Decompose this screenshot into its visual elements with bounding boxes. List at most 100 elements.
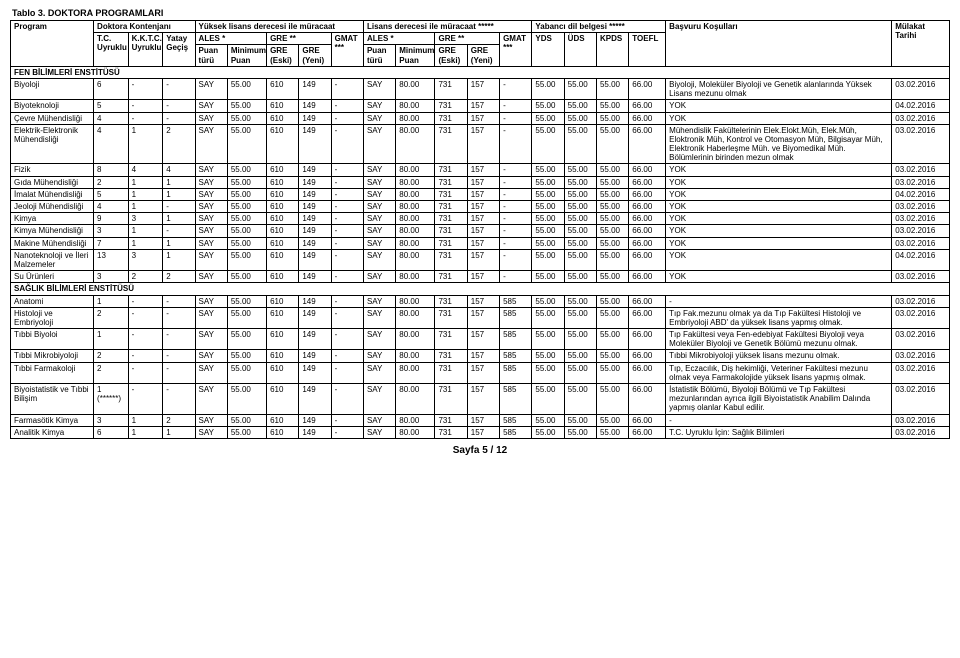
cell-puanturu2: SAY <box>363 100 395 112</box>
cell-minpuan: 55.00 <box>227 249 266 270</box>
cell-gre-eski: 610 <box>267 201 299 213</box>
cell-kpds: 55.00 <box>596 307 628 328</box>
cell-gmat: - <box>331 164 363 176</box>
cell-tarih: 03.02.2016 <box>892 426 950 438</box>
cell-yds: 55.00 <box>532 237 564 249</box>
cell-yds: 55.00 <box>532 295 564 307</box>
cell-program: Kimya Mühendisliği <box>11 225 94 237</box>
cell-yds: 55.00 <box>532 329 564 350</box>
cell-gre-yeni: 149 <box>299 225 331 237</box>
hdr-mulakat: Mülakat Tarihi <box>892 21 950 67</box>
cell-gre-yeni2: 157 <box>467 384 499 415</box>
cell-program: Tıbbi Biyoloi <box>11 329 94 350</box>
cell-tc: 3 <box>94 225 129 237</box>
hdr-greeski2: GRE (Eski) <box>435 45 467 66</box>
cell-kpds: 55.00 <box>596 112 628 124</box>
cell-gmat2: 585 <box>500 329 532 350</box>
cell-gmat2: 585 <box>500 295 532 307</box>
cell-tc: 6 <box>94 426 129 438</box>
cell-program: Biyoteknoloji <box>11 100 94 112</box>
cell-gre-eski: 610 <box>267 249 299 270</box>
cell-gmat: - <box>331 329 363 350</box>
hdr-basvuru: Başvuru Koşulları <box>666 21 892 67</box>
cell-kpds: 55.00 <box>596 176 628 188</box>
cell-puanturu2: SAY <box>363 307 395 328</box>
cell-gmat: - <box>331 176 363 188</box>
cell-gmat: - <box>331 112 363 124</box>
cell-minpuan2: 80.00 <box>396 249 435 270</box>
cell-puanturu2: SAY <box>363 237 395 249</box>
cell-minpuan2: 80.00 <box>396 271 435 283</box>
cell-minpuan: 55.00 <box>227 225 266 237</box>
cell-gre-yeni: 149 <box>299 237 331 249</box>
cell-gre-eski2: 731 <box>435 188 467 200</box>
cell-yatay: 4 <box>163 164 195 176</box>
cell-kpds: 55.00 <box>596 329 628 350</box>
cell-toefl: 66.00 <box>629 384 666 415</box>
cell-gre-yeni2: 157 <box>467 237 499 249</box>
cell-kktc: - <box>128 295 163 307</box>
hdr-toefl: TOEFL <box>629 33 666 67</box>
cell-yatay: 2 <box>163 271 195 283</box>
cell-program: Anatomi <box>11 295 94 307</box>
cell-tarih: 03.02.2016 <box>892 271 950 283</box>
cell-kktc: - <box>128 307 163 328</box>
cell-minpuan: 55.00 <box>227 237 266 249</box>
cell-toefl: 66.00 <box>629 307 666 328</box>
cell-gre-eski: 610 <box>267 112 299 124</box>
cell-uds: 55.00 <box>564 414 596 426</box>
cell-gre-yeni2: 157 <box>467 362 499 383</box>
cell-program: Çevre Mühendisliği <box>11 112 94 124</box>
cell-yatay: 1 <box>163 213 195 225</box>
cell-puanturu: SAY <box>195 329 227 350</box>
cell-tarih: 03.02.2016 <box>892 307 950 328</box>
cell-minpuan: 55.00 <box>227 112 266 124</box>
cell-toefl: 66.00 <box>629 164 666 176</box>
cell-gre-yeni2: 157 <box>467 100 499 112</box>
cell-tc: 2 <box>94 350 129 362</box>
cell-minpuan: 55.00 <box>227 100 266 112</box>
table-row: Histoloji ve Embriyoloji2--SAY55.0061014… <box>11 307 950 328</box>
cell-program: Analitik Kimya <box>11 426 94 438</box>
cell-gmat: - <box>331 213 363 225</box>
table-row: Kimya Mühendisliği31-SAY55.00610149-SAY8… <box>11 225 950 237</box>
cell-gre-eski2: 731 <box>435 384 467 415</box>
cell-gre-yeni2: 157 <box>467 350 499 362</box>
cell-gre-yeni: 149 <box>299 426 331 438</box>
cell-tarih: 04.02.2016 <box>892 188 950 200</box>
cell-gre-yeni2: 157 <box>467 329 499 350</box>
cell-gre-yeni: 149 <box>299 271 331 283</box>
cell-gre-yeni2: 157 <box>467 271 499 283</box>
table-row: Nanoteknoloji ve İleri Malzemeler1331SAY… <box>11 249 950 270</box>
cell-gre-eski: 610 <box>267 271 299 283</box>
table-row: Biyoloji6--SAY55.00610149-SAY80.00731157… <box>11 78 950 99</box>
cell-toefl: 66.00 <box>629 213 666 225</box>
cell-minpuan2: 80.00 <box>396 329 435 350</box>
cell-gre-yeni2: 157 <box>467 414 499 426</box>
cell-toefl: 66.00 <box>629 237 666 249</box>
cell-minpuan: 55.00 <box>227 414 266 426</box>
table-row: Biyoistatistik ve Tıbbi Bilişim1 (******… <box>11 384 950 415</box>
cell-gre-eski: 610 <box>267 414 299 426</box>
hdr-greyeni: GRE (Yeni) <box>299 45 331 66</box>
cell-uds: 55.00 <box>564 362 596 383</box>
cell-gre-eski: 610 <box>267 164 299 176</box>
cell-puanturu: SAY <box>195 176 227 188</box>
cell-gmat2: - <box>500 249 532 270</box>
cell-gmat: - <box>331 78 363 99</box>
cell-gmat: - <box>331 271 363 283</box>
cell-gre-eski2: 731 <box>435 237 467 249</box>
cell-tc: 1 <box>94 295 129 307</box>
cell-minpuan2: 80.00 <box>396 307 435 328</box>
cell-tc: 2 <box>94 362 129 383</box>
cell-program: Biyoistatistik ve Tıbbi Bilişim <box>11 384 94 415</box>
cell-minpuan: 55.00 <box>227 164 266 176</box>
cell-minpuan: 55.00 <box>227 188 266 200</box>
hdr-ales2: ALES * <box>363 33 435 45</box>
cell-puanturu2: SAY <box>363 112 395 124</box>
cell-gre-yeni: 149 <box>299 329 331 350</box>
cell-gre-yeni: 149 <box>299 362 331 383</box>
cell-gmat: - <box>331 384 363 415</box>
cell-gre-eski: 610 <box>267 384 299 415</box>
table-row: Tıbbi Mikrobiyoloji2--SAY55.00610149-SAY… <box>11 350 950 362</box>
